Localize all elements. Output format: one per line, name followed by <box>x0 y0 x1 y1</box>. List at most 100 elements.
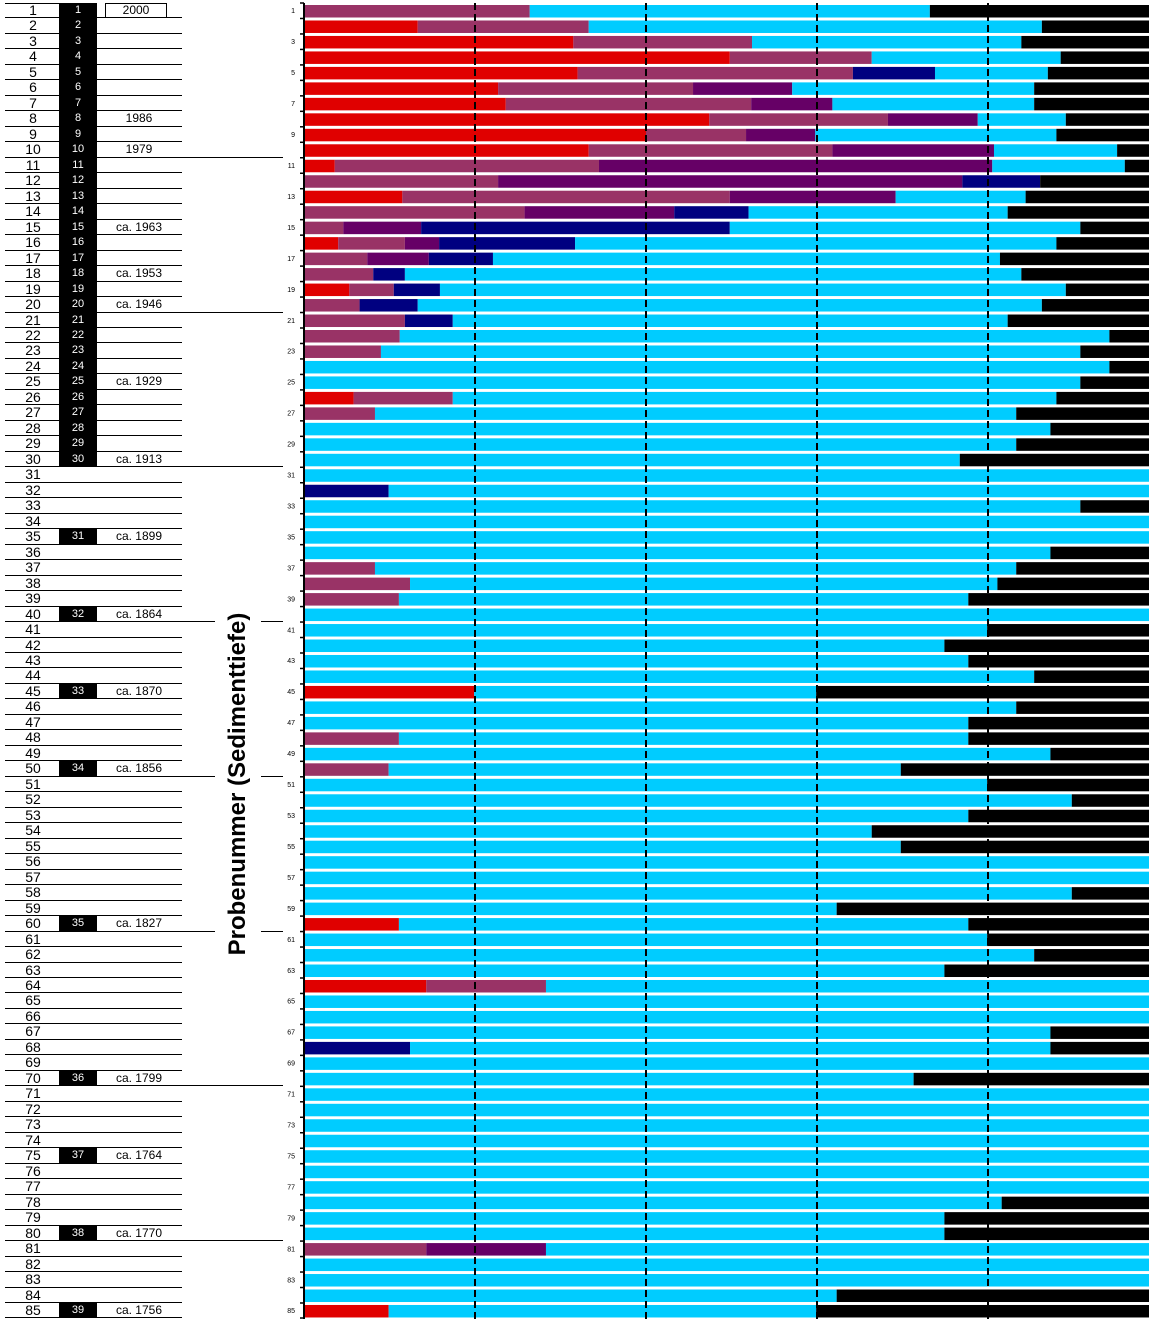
bar-segment <box>304 902 837 916</box>
table-row: 36 <box>5 545 182 561</box>
table-row: 27 27 <box>5 404 182 421</box>
bar-segment <box>304 299 360 312</box>
date-label: ca. 1856 <box>115 761 163 776</box>
bar-segment <box>334 159 599 173</box>
group-separator <box>5 156 283 158</box>
bar-segment <box>748 206 1008 219</box>
y-tick-label: 49 <box>287 751 295 758</box>
table-row: 16 16 <box>5 235 182 251</box>
table-row: 61 <box>5 932 182 948</box>
bar-segment <box>852 66 935 80</box>
bar-segment <box>693 82 793 95</box>
bar-segment <box>304 221 344 235</box>
bar-segment <box>452 391 1057 405</box>
y-tick-label: 63 <box>287 968 295 975</box>
row-number: 67 <box>25 1023 41 1040</box>
bar-segment <box>393 283 440 297</box>
group-separator <box>5 1085 283 1087</box>
row-number: 81 <box>25 1240 41 1257</box>
bar-segment <box>1050 1041 1149 1055</box>
bar-segment <box>871 51 1061 64</box>
bar-segment <box>816 685 1149 699</box>
sample-number: 31 <box>59 529 97 545</box>
row-number: 85 <box>25 1301 41 1318</box>
bar-segment <box>987 778 1149 792</box>
table-row: 68 <box>5 1040 182 1056</box>
row-number: 10 <box>25 141 41 158</box>
bar-segment <box>304 1088 1149 1101</box>
bar-segment <box>709 113 888 126</box>
bar-segment <box>1124 159 1149 173</box>
bar-segment <box>944 964 1149 978</box>
bar-segment <box>968 716 1149 730</box>
row-number: 74 <box>25 1131 41 1148</box>
date-label: ca. 1864 <box>115 606 163 621</box>
table-row: 14 14 <box>5 204 182 220</box>
row-number: 59 <box>25 899 41 916</box>
bar-segment <box>968 732 1149 745</box>
row-number: 24 <box>25 357 41 374</box>
bar-segment <box>900 763 1149 776</box>
row-number: 7 <box>29 94 37 111</box>
y-axis: 1357911131517192123252729313335373941434… <box>287 2 305 1319</box>
bar-segment <box>1007 314 1149 328</box>
y-tick-label: 37 <box>287 565 295 572</box>
row-number: 5 <box>29 63 37 80</box>
bar-segment <box>304 438 1017 451</box>
table-row: 42 <box>5 638 182 653</box>
row-number: 57 <box>25 868 41 885</box>
table-row: 8 8 1986 <box>5 111 182 127</box>
bar-segment <box>304 206 525 219</box>
bar-segment <box>304 515 1149 529</box>
bar-segment <box>304 330 400 343</box>
table-row: 70 36 ca. 1799 <box>5 1070 182 1087</box>
table-row: 38 <box>5 576 182 592</box>
bar-segment <box>304 825 872 838</box>
sample-number: 13 <box>59 188 97 205</box>
y-tick-label: 73 <box>287 1123 295 1130</box>
bar-segment <box>1117 144 1149 157</box>
table-row: 67 <box>5 1023 182 1040</box>
bar-segment <box>1047 66 1149 80</box>
row-number: 21 <box>25 311 41 328</box>
bar-segment <box>1080 376 1149 389</box>
row-number: 27 <box>25 404 41 421</box>
bar-segment <box>304 887 1072 900</box>
sample-table: 1 1 2000 2 2 3 3 4 4 5 5 6 6 7 7 8 8 1986 9 9 10 10 1979 11 11 12… <box>0 0 290 1319</box>
row-number: 72 <box>25 1100 41 1117</box>
bar-segment <box>1056 237 1149 250</box>
y-tick-label: 43 <box>287 658 295 665</box>
bar-segment <box>304 995 1149 1008</box>
bar-segment <box>304 949 1035 962</box>
y-tick-label: 59 <box>287 906 295 913</box>
date-label: ca. 1963 <box>115 219 163 234</box>
row-number: 2 <box>29 17 37 34</box>
bar-segment <box>304 918 399 931</box>
bar-segment <box>1040 175 1149 188</box>
bar-segment <box>304 82 499 95</box>
row-number: 78 <box>25 1193 41 1210</box>
bar-segment <box>1021 35 1149 49</box>
bar-segment <box>374 562 1017 575</box>
row-number: 23 <box>25 342 41 359</box>
table-row: 76 <box>5 1164 182 1180</box>
bar-segment <box>304 469 1149 482</box>
row-number: 1 <box>29 2 37 18</box>
bar-segment <box>402 190 730 204</box>
bar-segment <box>304 268 374 281</box>
table-row: 82 <box>5 1257 182 1273</box>
bar-segment <box>304 747 1051 761</box>
y-tick-label: 21 <box>287 318 295 325</box>
row-number: 46 <box>25 698 41 715</box>
sample-number: 9 <box>59 126 97 143</box>
y-tick-label: 17 <box>287 256 295 263</box>
row-number: 43 <box>25 651 41 668</box>
bar-segment <box>1080 221 1149 235</box>
bar-segment <box>304 237 339 250</box>
bar-segment <box>452 314 1008 328</box>
row-number: 3 <box>29 32 37 49</box>
bar-segment <box>374 407 1017 420</box>
bar-segment <box>944 639 1149 653</box>
bar-segment <box>968 593 1149 606</box>
